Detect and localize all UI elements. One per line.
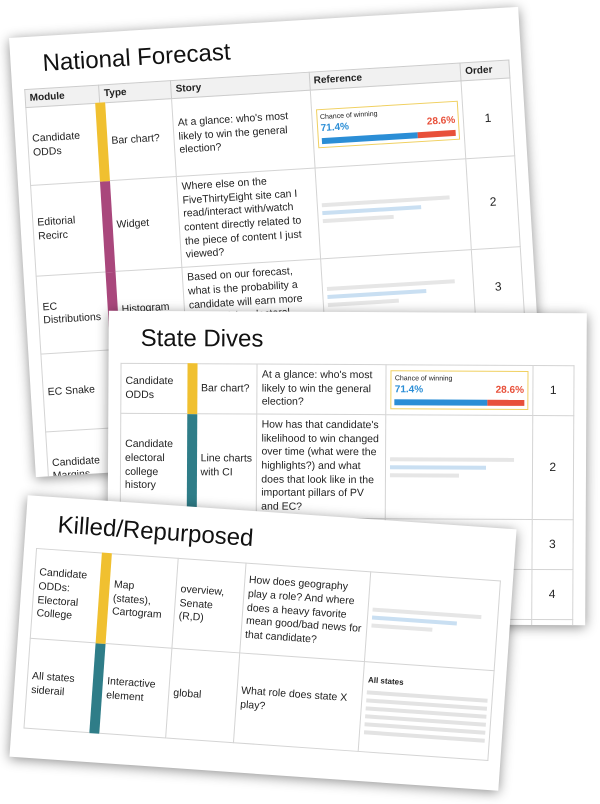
cell-scope: global [165,648,240,743]
placeholder [390,464,487,470]
text: Map (states), Cartogram [111,578,162,622]
cell-module: EC Distributions [36,271,116,354]
text: Candidate ODDs [125,374,174,401]
placeholder [326,289,427,300]
card-title: State Dives [140,324,264,353]
cell-reference: Chance of winning 71.4% 28.6% [386,364,533,416]
cell-reference [364,571,501,671]
thumbnail [321,194,465,224]
thumbnail [390,456,527,478]
text: 1 [484,110,492,125]
text: overview, Senate (R,D) [178,583,225,625]
text: global [172,686,202,701]
cell-reference: Chance of winning 71.4% 28.6% [309,80,467,169]
cell-order: 5 [531,619,573,626]
cell-module: Editorial Recirc [30,180,111,277]
odds-values: 71.4% 28.6% [395,383,524,397]
text: How does geography play a role? And wher… [244,574,362,646]
text: Bar chart? [200,381,250,395]
text: EC Snake [47,382,96,398]
odds-right: 28.6% [495,384,525,396]
cell-scope: overview, Senate (R,D) [171,558,246,653]
text: At a glance: who's most likely to win th… [261,368,373,409]
thumbnail [326,279,470,308]
placeholder [390,472,459,478]
cell-module: Candidate ODDs: Electoral College [30,548,108,644]
placeholder [321,205,422,216]
text: All states siderail [30,669,76,698]
cell-type: Map (states), Cartogram [100,553,179,649]
text: What role does state X play? [239,684,348,712]
bar-right [486,399,524,406]
cell-type: Bar chart? [191,363,258,415]
document-card: Killed/Repurposed Candidate ODDs: Elector… [9,495,517,791]
odds-bar [394,399,524,406]
bar-left [394,399,487,406]
cell-order: 2 [466,155,521,250]
cell-story: How does geography play a role? And wher… [239,563,372,662]
cell-order: 1 [461,77,515,159]
cell-module: Candidate ODDs [25,103,105,186]
text: 1 [549,382,557,397]
text: Where else on the FiveThirtyEight site c… [181,175,302,261]
odds-left: 71.4% [394,384,424,396]
cell-type: Line charts with CI [191,413,258,519]
odds-thumbnail: Chance of winning 71.4% 28.6% [390,370,529,410]
odds-thumbnail: Chance of winning 71.4% 28.6% [315,100,461,149]
table-row: Candidate ODDs Bar chart? At a glance: who… [120,363,575,416]
cell-order: 3 [531,519,574,571]
text: 2 [489,194,497,210]
cell-story: At a glance: who's most likely to win th… [257,364,387,415]
text: Line charts with CI [200,452,253,479]
text: Candidate electoral college history [124,438,174,492]
text: At a glance: who's most likely to win th… [177,110,289,157]
cell-reference [314,158,472,259]
text: 3 [494,278,503,294]
text: Candidate ODDs: Electoral College [36,566,88,622]
cell-module: All states siderail [23,638,101,733]
thumbnail [371,607,494,635]
text: Candidate ODDs [31,129,81,159]
odds-right: 28.6% [426,114,456,128]
bar-right [417,129,457,139]
cell-order: 1 [532,365,575,416]
placeholder [326,279,455,292]
placeholder [321,195,450,208]
text: Bar chart? [111,131,161,147]
text: EC Distributions [42,300,102,327]
text: How has that candidate's likelihood to w… [261,418,379,513]
cell-story: At a glance: who's most likely to win th… [171,90,315,177]
cell-type: Bar chart? [100,98,177,181]
table: Candidate ODDs: Electoral College Map (st… [23,548,501,761]
text: Widget [116,216,150,231]
text: 2 [549,459,557,475]
cell-order: 4 [531,569,573,621]
odds-left: 71.4% [320,121,350,135]
cell-reference: All states [358,661,495,761]
cell-order: 2 [531,415,574,521]
cell-reference [385,414,533,520]
text: Candidate Margins [51,453,101,478]
table-row: Candidate electoral college history Line … [120,413,574,521]
placeholder [322,214,394,224]
text: 4 [548,587,556,602]
cell-type: Widget [104,176,183,272]
cell-story: How has that candidate's likelihood to w… [256,414,387,520]
text: Editorial Recirc [37,214,76,243]
text: 3 [549,537,556,552]
text: Interactive element [105,675,156,704]
cell-module: Candidate ODDs [120,363,193,414]
cell-story: What role does state X play? [233,652,365,752]
cell-story: Where else on the FiveThirtyEight site c… [176,168,321,268]
placeholder [371,623,433,632]
cell-type: Interactive element [94,643,172,738]
placeholder [390,456,514,462]
placeholder [327,299,399,308]
